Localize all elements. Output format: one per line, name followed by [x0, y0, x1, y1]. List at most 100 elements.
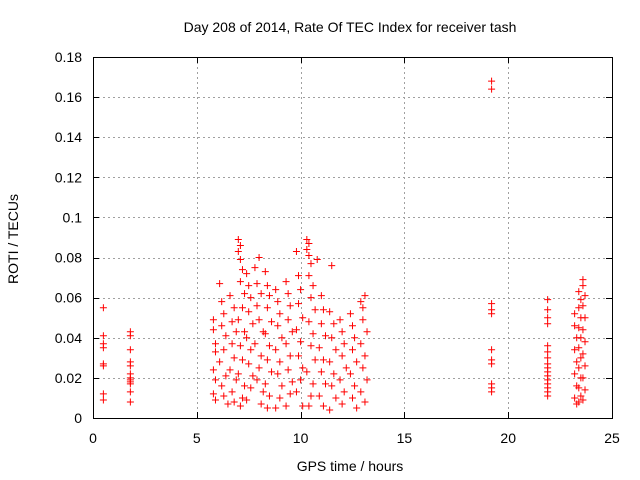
data-point: [575, 344, 583, 352]
data-point: [218, 382, 226, 390]
data-point: [544, 354, 552, 362]
data-point: [488, 310, 496, 318]
data-point: [278, 334, 286, 342]
data-point: [303, 368, 311, 376]
data-point: [236, 242, 244, 250]
data-point: [346, 370, 354, 378]
data-point: [272, 286, 280, 294]
data-point: [241, 382, 249, 390]
data-point: [261, 268, 269, 276]
data-point: [218, 298, 226, 306]
data-point: [284, 366, 292, 374]
data-point: [292, 388, 300, 396]
scatter-points: [99, 77, 589, 414]
data-point: [330, 370, 338, 378]
data-point: [488, 77, 496, 85]
data-point: [571, 370, 579, 378]
data-point: [220, 346, 228, 354]
data-point: [243, 334, 251, 342]
y-tick-label: 0.1: [63, 209, 83, 225]
data-point: [338, 328, 346, 336]
data-point: [311, 356, 319, 364]
data-point: [126, 362, 134, 370]
data-point: [326, 308, 334, 316]
data-point: [228, 388, 236, 396]
data-point: [251, 340, 259, 348]
data-point: [488, 85, 496, 93]
data-point: [305, 318, 313, 326]
y-tick-label: 0.02: [55, 370, 82, 386]
data-point: [577, 296, 585, 304]
data-point: [211, 396, 219, 404]
data-point: [575, 398, 583, 406]
data-point: [228, 318, 236, 326]
data-point: [571, 310, 579, 318]
data-point: [282, 278, 290, 286]
data-point: [309, 330, 317, 338]
data-point: [579, 282, 587, 290]
data-point: [330, 320, 338, 328]
data-point: [211, 376, 219, 384]
y-tick-label: 0.12: [55, 169, 82, 185]
data-point: [236, 278, 244, 286]
data-point: [571, 322, 579, 330]
data-point: [245, 308, 253, 316]
data-point: [359, 364, 367, 372]
data-point: [332, 394, 340, 402]
data-point: [272, 346, 280, 354]
data-point: [247, 346, 255, 354]
data-point: [230, 398, 238, 406]
y-tick-label: 0.06: [55, 290, 82, 306]
data-point: [297, 286, 305, 294]
data-point: [575, 324, 583, 332]
data-point: [322, 332, 330, 340]
y-tick-label: 0.18: [55, 49, 82, 65]
data-point: [579, 276, 587, 284]
data-point: [276, 394, 284, 402]
data-point: [241, 328, 249, 336]
data-point: [295, 352, 303, 360]
data-point: [261, 380, 269, 388]
data-point: [234, 370, 242, 378]
data-point: [234, 248, 242, 256]
data-point: [579, 350, 587, 358]
chart-title: Day 208 of 2014, Rate Of TEC Index for r…: [184, 19, 517, 35]
data-point: [222, 372, 230, 380]
data-point: [236, 342, 244, 350]
data-point: [342, 364, 350, 372]
data-point: [299, 364, 307, 372]
data-point: [282, 402, 290, 410]
data-point: [255, 254, 263, 262]
x-tick-label: 5: [193, 430, 201, 446]
data-point: [340, 388, 348, 396]
data-point: [349, 346, 356, 354]
data-point: [253, 376, 261, 384]
y-axis-title: ROTI / TECUs: [5, 194, 21, 284]
data-point: [282, 340, 290, 348]
data-point: [209, 366, 217, 374]
data-point: [363, 328, 371, 336]
data-point: [581, 386, 589, 394]
y-tick-label: 0.08: [55, 250, 82, 266]
data-point: [249, 320, 257, 328]
data-point: [338, 400, 346, 408]
data-point: [238, 266, 246, 274]
data-point: [571, 346, 579, 354]
x-tick-label: 0: [89, 430, 97, 446]
data-point: [303, 236, 311, 244]
data-point: [230, 354, 238, 362]
axis-ticks: [93, 57, 613, 419]
data-point: [579, 374, 587, 382]
data-point: [265, 292, 273, 300]
data-point: [357, 298, 365, 306]
data-point: [253, 302, 261, 310]
data-point: [338, 352, 346, 360]
data-point: [251, 264, 259, 272]
x-tick-label: 20: [500, 430, 516, 446]
data-point: [571, 394, 579, 402]
data-point: [305, 252, 313, 260]
data-point: [305, 240, 313, 248]
data-point: [263, 356, 271, 364]
data-point: [265, 392, 273, 400]
